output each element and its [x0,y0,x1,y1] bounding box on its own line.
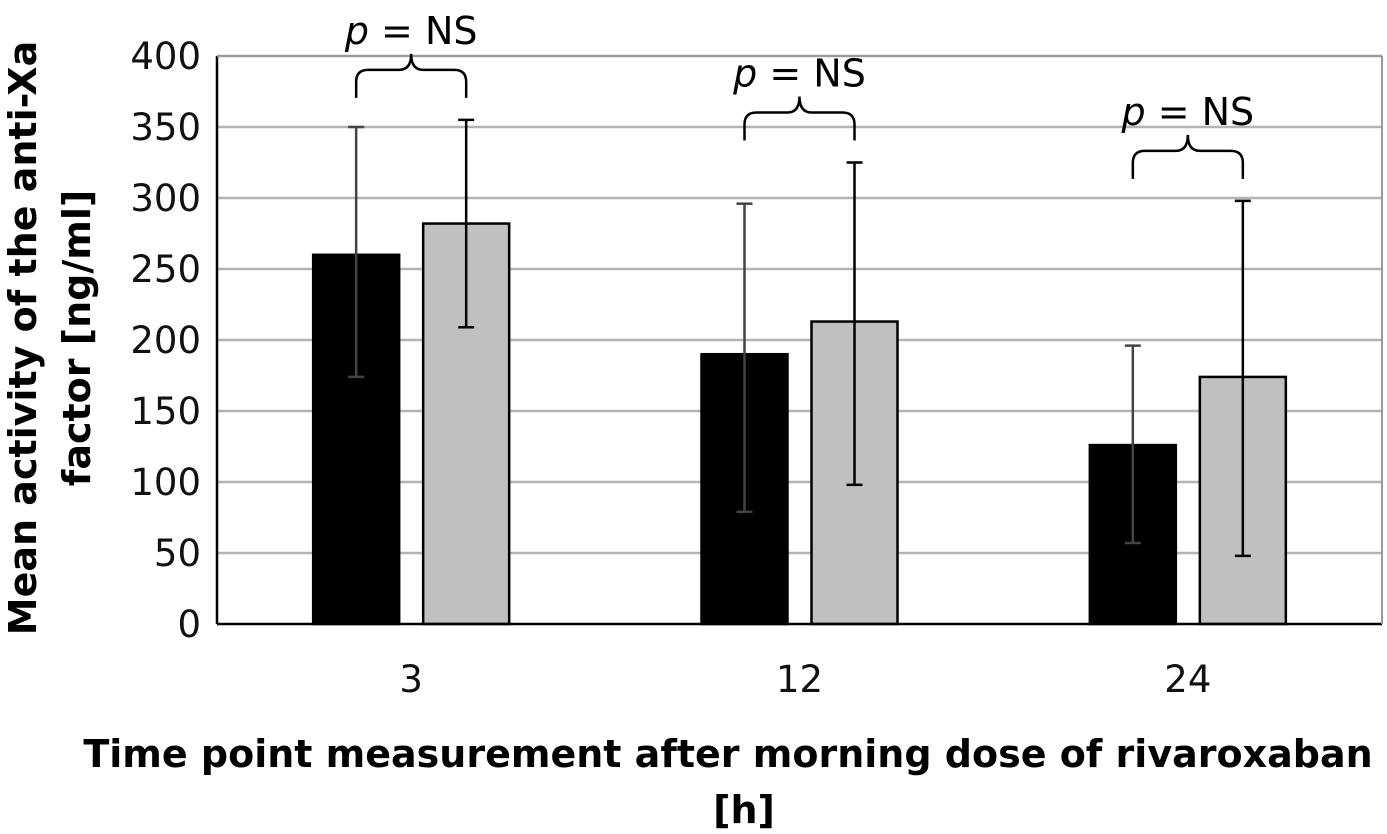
bars [311,222,1288,626]
error-bar-series2-24 [1234,199,1251,558]
p-value-label-24: p = NS [1120,90,1254,134]
error-bar-series1-12 [736,202,753,514]
gridlines [217,54,1382,555]
significance-brace-3 [354,53,468,98]
error-bars [348,118,1251,558]
error-bar-series2-3 [458,118,475,329]
p-value-label-3: p = NS [344,9,478,53]
significance-brace-12 [743,96,856,141]
y-axis-title-line2: factor [ng/ml] [55,190,99,486]
error-bar-series1-24 [1124,344,1141,545]
x-axis-title-line1: Time point measurement after morning dos… [83,732,1372,776]
y-tick-label: 400 [130,35,201,78]
x-tick-label: 12 [776,658,823,701]
y-tick-labels: 0 50 100 150 200 250 300 350 400 [130,35,201,646]
x-axis-title-line2: [h] [713,788,775,832]
y-tick-label: 350 [130,106,201,149]
y-tick-label: 100 [130,461,201,504]
x-tick-label: 24 [1164,658,1211,701]
y-tick-label: 50 [154,532,201,575]
y-tick-label: 250 [130,248,201,291]
y-tick-label: 150 [130,390,201,433]
y-tick-label: 200 [130,319,201,362]
y-tick-label: 300 [130,177,201,220]
significance-brace-24 [1131,134,1245,179]
y-tick-label: 0 [177,603,201,646]
error-bar-series1-3 [348,125,365,379]
x-tick-label: 3 [399,658,423,701]
x-tick-labels: 3 12 24 [399,658,1211,701]
p-value-label-12: p = NS [732,52,866,96]
significance-annotations: p = NS p = NS p = NS [344,9,1254,179]
error-bar-series2-12 [846,161,863,487]
y-axis-title-line1: Mean activity of the anti-Xa [1,41,45,635]
